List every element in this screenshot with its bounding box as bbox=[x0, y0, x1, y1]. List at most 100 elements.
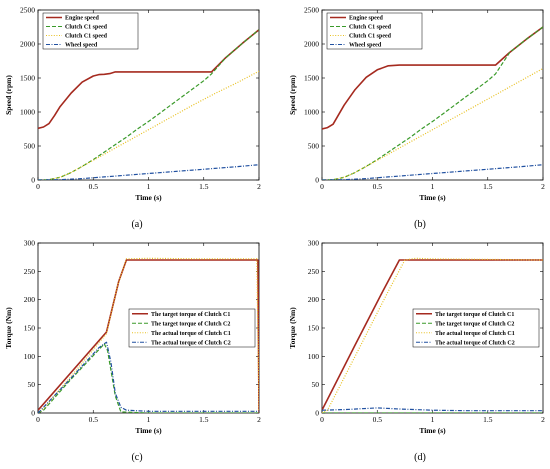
x-axis-label: Time (s) bbox=[419, 193, 446, 202]
series-line-2 bbox=[38, 343, 259, 413]
x-tick-label: 0 bbox=[36, 415, 40, 424]
panel-caption: (b) bbox=[414, 219, 426, 230]
y-tick-label: 2000 bbox=[20, 40, 35, 49]
y-tick-label: 200 bbox=[24, 295, 36, 304]
y-tick-label: 500 bbox=[24, 142, 36, 151]
y-tick-label: 1500 bbox=[304, 74, 319, 83]
series-line-4 bbox=[322, 164, 543, 180]
legend-entry: The target torque of Clutch C1 bbox=[435, 312, 514, 318]
legend-entry: The target torque of Clutch C1 bbox=[151, 312, 230, 318]
y-tick-label: 100 bbox=[24, 352, 36, 361]
legend-entry: Engine speed bbox=[65, 16, 100, 22]
legend: Engine speed Clutch C1 speed Clutch C1 spe… bbox=[42, 12, 139, 50]
series-group bbox=[38, 29, 259, 180]
chart-panel-c: 0 0.5 1 1.5 2 0 50 100 150 200 250 300 Time (s) Torqu… bbox=[4, 239, 261, 464]
y-tick-label: 150 bbox=[308, 324, 320, 333]
legend-box bbox=[42, 12, 139, 50]
y-tick-label: 50 bbox=[28, 380, 36, 389]
legend-box bbox=[412, 308, 540, 348]
x-tick-label: 2 bbox=[257, 415, 261, 424]
series-line-3 bbox=[322, 67, 543, 180]
y-tick-label: 2500 bbox=[304, 6, 319, 15]
y-tick-label: 50 bbox=[312, 380, 320, 389]
y-tick-label: 100 bbox=[308, 352, 320, 361]
legend: The target torque of Clutch C1 The target… bbox=[412, 308, 540, 348]
y-axis-label: Speed (rpm) bbox=[4, 75, 13, 115]
series-line-3 bbox=[38, 70, 259, 180]
y-axis-label: Speed (rpm) bbox=[288, 75, 297, 115]
y-tick-label: 0 bbox=[31, 409, 35, 418]
x-tick-label: 2 bbox=[541, 182, 545, 191]
x-tick-label: 0 bbox=[36, 182, 40, 191]
series-line-2 bbox=[38, 29, 259, 180]
series-line-2 bbox=[322, 26, 543, 180]
series-group bbox=[38, 257, 259, 413]
panel-caption: (d) bbox=[414, 452, 426, 463]
y-axis-label: Torque (Nm) bbox=[288, 307, 297, 349]
legend-entry: The target torque of Clutch C2 bbox=[151, 321, 230, 327]
legend-entry: Engine speed bbox=[349, 16, 384, 22]
x-tick-label: 0.5 bbox=[373, 182, 383, 191]
x-tick-label: 1 bbox=[431, 415, 435, 424]
x-tick-label: 2 bbox=[257, 182, 261, 191]
series-group bbox=[322, 257, 543, 413]
y-tick-label: 200 bbox=[308, 295, 320, 304]
y-tick-label: 0 bbox=[31, 176, 35, 185]
x-tick-label: 1 bbox=[147, 415, 151, 424]
y-tick-label: 300 bbox=[308, 239, 320, 248]
y-tick-label: 0 bbox=[315, 176, 319, 185]
legend-entry: The actual torque of Clutch C2 bbox=[151, 340, 231, 346]
legend-entry: Wheel speed bbox=[65, 43, 98, 49]
x-tick-label: 2 bbox=[541, 415, 545, 424]
x-axis-label: Time (s) bbox=[419, 426, 446, 435]
series-line-4 bbox=[38, 164, 259, 180]
panel-caption: (a) bbox=[131, 219, 142, 230]
series-line-4 bbox=[38, 341, 259, 413]
x-tick-label: 1 bbox=[147, 182, 151, 191]
chart-panel-a: 0 0.5 1 1.5 2 0 500 1000 1500 2000 2500 Time (s) Spe… bbox=[4, 6, 261, 231]
y-tick-label: 2000 bbox=[304, 40, 319, 49]
y-axis-label: Torque (Nm) bbox=[4, 307, 13, 349]
x-tick-label: 1.5 bbox=[199, 182, 209, 191]
legend-entry: Wheel speed bbox=[349, 43, 382, 49]
x-tick-label: 1.5 bbox=[199, 415, 209, 424]
x-tick-label: 1 bbox=[431, 182, 435, 191]
legend-entry: Clutch C1 speed bbox=[65, 25, 108, 31]
legend-entry: Clutch C1 speed bbox=[349, 34, 392, 40]
y-tick-label: 500 bbox=[308, 142, 320, 151]
chart-panel-d: 0 0.5 1 1.5 2 0 50 100 150 200 250 300 Time (s) Torqu… bbox=[288, 239, 545, 464]
y-tick-label: 250 bbox=[308, 267, 320, 276]
y-tick-label: 250 bbox=[24, 267, 36, 276]
x-tick-label: 1.5 bbox=[483, 415, 493, 424]
series-line-3 bbox=[38, 257, 259, 413]
series-line-1 bbox=[322, 26, 543, 130]
x-tick-label: 0.5 bbox=[89, 182, 99, 191]
y-tick-label: 1500 bbox=[20, 74, 35, 83]
legend: The target torque of Clutch C1 The target… bbox=[128, 308, 256, 348]
y-tick-label: 1000 bbox=[20, 108, 35, 117]
x-tick-label: 0 bbox=[320, 182, 324, 191]
y-tick-label: 150 bbox=[24, 324, 36, 333]
chart-panel-b: 0 0.5 1 1.5 2 0 500 1000 1500 2000 2500 Time (s) Spe… bbox=[288, 6, 545, 231]
panel-caption: (c) bbox=[131, 452, 142, 463]
series-group bbox=[322, 26, 543, 180]
legend: Engine speed Clutch C1 speed Clutch C1 spe… bbox=[326, 12, 423, 50]
legend-entry: Clutch C1 speed bbox=[65, 34, 108, 40]
y-tick-label: 2500 bbox=[20, 6, 35, 15]
legend-entry: The actual torque of Clutch C1 bbox=[151, 331, 231, 337]
x-tick-label: 1.5 bbox=[483, 182, 493, 191]
x-tick-label: 0.5 bbox=[373, 415, 383, 424]
y-tick-label: 0 bbox=[315, 409, 319, 418]
x-axis-label: Time (s) bbox=[135, 426, 162, 435]
series-line-4 bbox=[322, 407, 543, 412]
x-tick-label: 0.5 bbox=[89, 415, 99, 424]
x-axis-label: Time (s) bbox=[135, 193, 162, 202]
legend-entry: Clutch C1 speed bbox=[349, 25, 392, 31]
legend-entry: The target torque of Clutch C2 bbox=[435, 321, 514, 327]
series-line-1 bbox=[38, 29, 259, 130]
legend-box bbox=[326, 12, 423, 50]
y-tick-label: 1000 bbox=[304, 108, 319, 117]
x-tick-label: 0 bbox=[320, 415, 324, 424]
legend-entry: The actual torque of Clutch C2 bbox=[435, 340, 515, 346]
